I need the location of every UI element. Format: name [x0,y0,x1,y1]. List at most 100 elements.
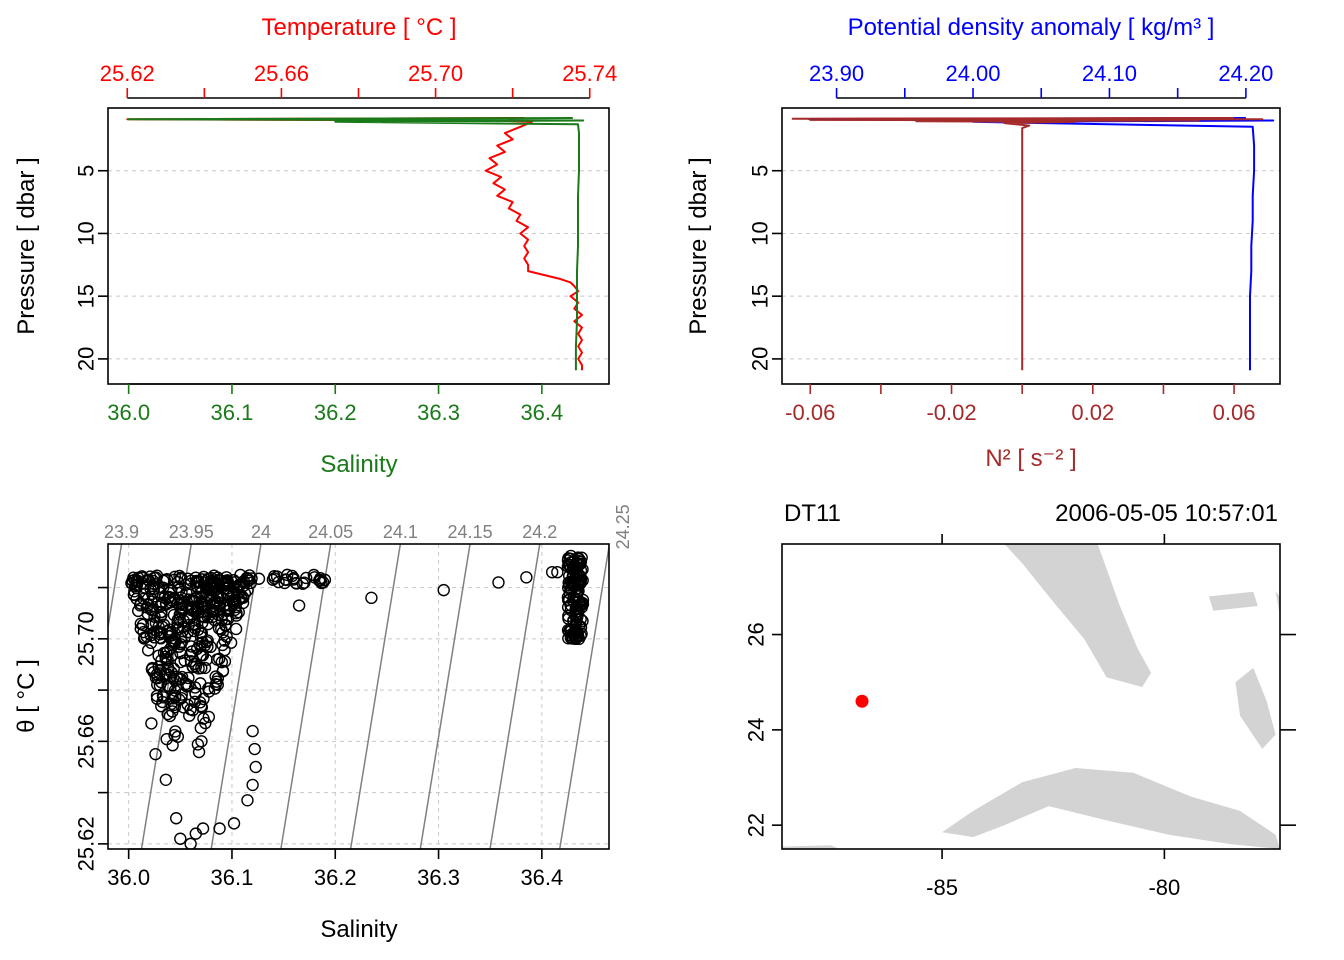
ts-point [213,652,226,666]
ts-point [562,576,575,589]
profile1-frame [107,107,610,385]
ts-point [202,685,216,698]
map-frame [781,543,1281,850]
land-yucatan [782,845,840,849]
ts-point [183,709,196,722]
ts-point [161,624,174,638]
ts-point [576,598,589,611]
lon-tick-label: -80 [1148,875,1180,900]
ts-point [215,622,228,636]
isopycnal-line [558,544,609,849]
ts-point [298,576,311,589]
land-cuba [942,768,1280,849]
ts-point [168,700,182,714]
ts-point [233,578,246,592]
density-axis-title: Potential density anomaly [ kg/m³ ] [848,14,1215,41]
ts-point [217,599,231,612]
top-tick-label: 24.20 [1218,61,1273,86]
ts-point [140,630,153,643]
ts-point [215,613,228,627]
ts-point [153,600,166,614]
ts-point [144,582,157,595]
ts-x-tick-label: 36.3 [417,865,460,890]
ts-point [148,610,161,623]
lat-tick-label: 22 [744,813,769,837]
ts-points [125,549,590,849]
ts-point [141,644,155,657]
density-profile-line [808,117,1275,371]
ts-point [241,794,254,807]
temperature-salinity-profile-panel: 25.62 25.66 25.70 25.74 36.0 36.1 36.2 36.3 36.… [13,14,617,478]
pressure-tick-label: 10 [74,221,99,245]
ts-point [365,591,378,605]
pressure-axis-2: 5 10 15 20 [748,165,782,371]
ts-point [191,738,205,751]
isopycnal-line [489,544,541,849]
ts-x-tick-label: 36.0 [107,865,150,890]
top-tick-label: 24.00 [945,61,1000,86]
ts-point [572,552,585,566]
isopycnal-line [280,544,332,849]
ts-theta-axis: 25.62 25.66 25.70 [74,586,108,871]
ts-point [166,635,180,648]
ts-y-tick-label: 25.66 [74,714,99,769]
land-bahamas-north [1208,591,1258,611]
ts-point [140,601,153,614]
ts-point [146,661,159,675]
ts-point [157,618,171,631]
ts-point [174,672,188,686]
ts-x-tick-label: 36.2 [314,865,357,890]
ts-point [227,817,241,830]
land-florida [1004,544,1152,687]
ts-point [174,832,187,845]
isopycnal-line [108,544,123,632]
station-datetime: 2006-05-05 10:57:01 [1055,500,1278,527]
profile2-frame [781,107,1281,385]
ts-point [572,619,586,632]
ts-point [268,572,281,585]
ts-point [219,613,233,626]
top-tick-label: 23.90 [809,61,864,86]
ts-point [234,568,247,582]
top-tick-label: 25.70 [408,61,463,86]
ts-point [569,605,583,619]
ts-point [146,604,160,617]
profile1-series [126,117,585,371]
isopycnal-label: 24.15 [448,522,493,542]
isopycnal-label: 23.95 [169,522,214,542]
temperature-axis: 25.62 25.66 25.70 25.74 [100,61,617,99]
ts-point [177,701,190,714]
n2-axis: -0.06 -0.02 0.02 0.06 [785,383,1255,425]
ts-point [194,626,207,640]
ts-point [246,724,259,738]
map-station [855,694,869,708]
isopycnal-label: 24.2 [522,522,557,542]
isopycnal-label: 23.9 [104,522,139,542]
ts-point [149,747,162,761]
ts-point [437,583,450,597]
ts-point [197,712,210,725]
ts-point [164,584,178,598]
ts-point [136,571,149,585]
ts-point [154,632,168,645]
top-tick-label: 25.66 [254,61,309,86]
temperature-axis-title: Temperature [ °C ] [262,14,457,41]
ts-point [175,691,188,705]
isopycnal-lines [108,544,609,849]
pressure-tick-label: 20 [748,347,773,371]
ts-point [175,605,188,619]
ts-salinity-axis-title: Salinity [320,916,397,943]
ts-point [248,742,261,756]
ts-point [492,576,505,589]
isopycnal-label: 24.05 [308,522,353,542]
ts-point [184,574,198,587]
pressure-tick-label: 5 [748,165,773,177]
ts-point [165,666,178,679]
ts-point [229,622,243,636]
ts-point [213,574,227,587]
ts-point [192,662,205,675]
top-tick-label: 25.62 [100,61,155,86]
lat-tick-label: 26 [744,622,769,646]
ts-point [196,616,209,630]
